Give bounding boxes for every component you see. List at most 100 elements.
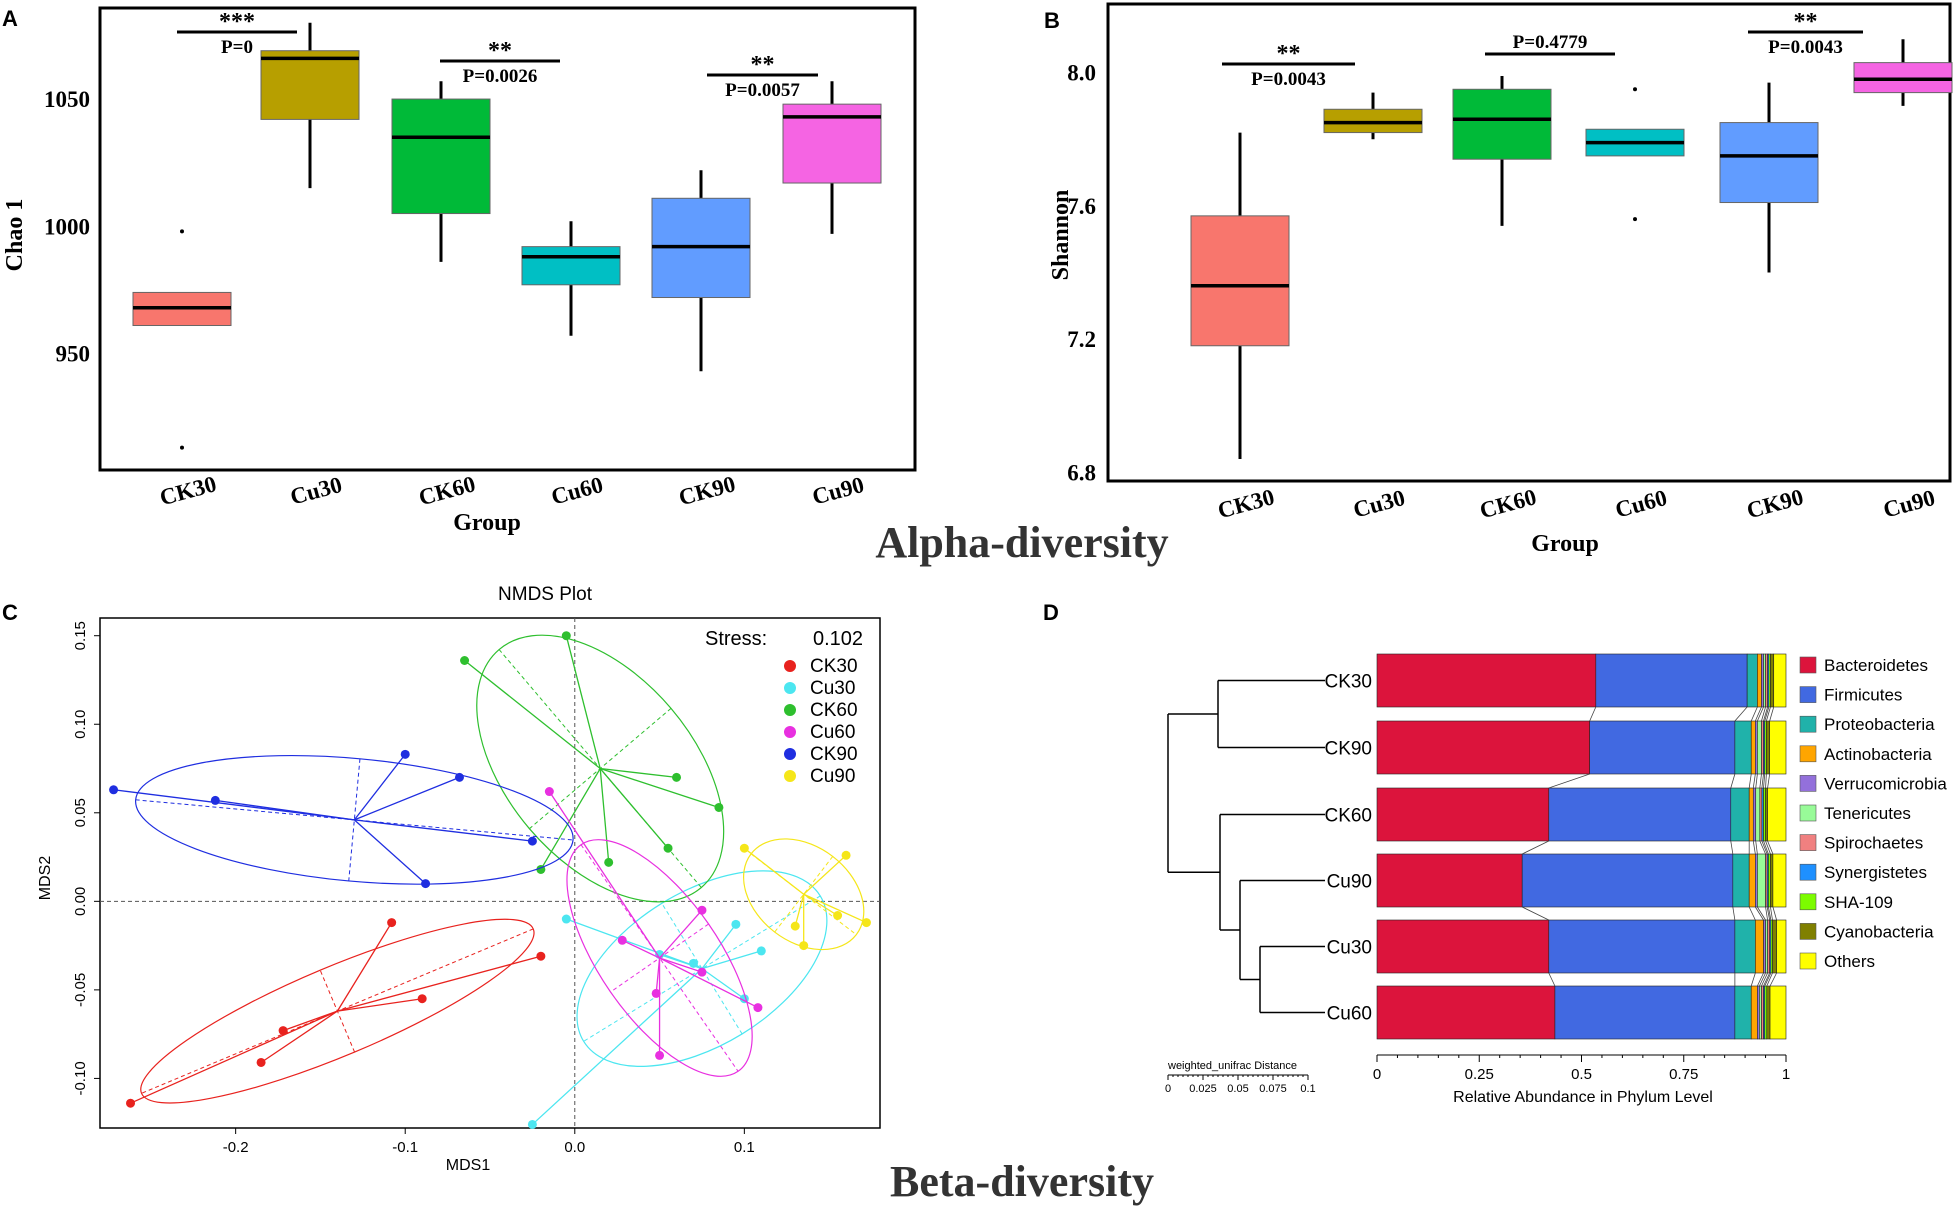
sample-point — [109, 785, 119, 795]
bar-segment — [1752, 787, 1757, 842]
sample-point — [841, 850, 851, 860]
bar-segment — [1761, 720, 1764, 775]
panel-c-frame — [99, 617, 881, 1129]
legend-marker — [784, 660, 796, 672]
box — [391, 98, 491, 215]
box — [1190, 215, 1290, 347]
centroid-spoke — [743, 847, 805, 895]
legend-label: Bacteroidetes — [1824, 656, 1928, 675]
bar-segment — [1776, 919, 1787, 974]
legend-label: Cu90 — [810, 766, 855, 787]
bar-segment — [1761, 653, 1764, 708]
centroid-spoke — [354, 776, 460, 821]
centroid-spoke — [353, 753, 406, 821]
legend-label: Verrucomicrobia — [1824, 774, 1947, 793]
bar-segment — [1521, 853, 1734, 908]
scale-bar-label: 0.025 — [1189, 1083, 1217, 1095]
segment-connector — [1763, 706, 1768, 722]
significance-stars: ** — [488, 38, 512, 64]
legend-marker — [784, 682, 796, 694]
panel-a-ylabel: Chao 1 — [2, 199, 28, 272]
centroid-spoke — [803, 893, 867, 924]
bar-segment — [1755, 919, 1764, 974]
sample-point — [833, 911, 843, 920]
panel-label-d: D — [1043, 600, 1059, 625]
bar-segment — [1773, 653, 1787, 708]
centroid-spoke — [600, 767, 720, 809]
sample-point — [731, 919, 741, 929]
row-label: CK60 — [1324, 806, 1372, 827]
panel-c-ylabel: MDS2 — [37, 856, 54, 901]
x-tick-label: CK90 — [676, 471, 738, 510]
bar-segment — [1732, 853, 1750, 908]
centroid-spoke — [353, 819, 426, 885]
y-tick-label: 0.15 — [72, 621, 89, 650]
bar-segment — [1761, 985, 1764, 1040]
bar-segment — [1768, 853, 1771, 908]
sample-point — [861, 918, 871, 928]
centroid-spoke — [282, 1010, 338, 1032]
centroid-spoke — [600, 767, 677, 779]
y-tick-label: 8.0 — [1067, 61, 1096, 86]
bar-segment — [1748, 853, 1756, 908]
sample-point — [672, 772, 682, 782]
y-tick-label: 0.10 — [72, 710, 89, 739]
segment-connector — [1757, 972, 1764, 987]
bar-segment — [1757, 985, 1760, 1040]
centroid-spoke — [659, 957, 759, 1009]
ellipse-major-axis — [583, 895, 821, 1042]
bar-segment — [1554, 985, 1736, 1040]
segment-connector — [1759, 840, 1766, 855]
legend-swatch — [1799, 863, 1817, 881]
segment-connector — [1752, 840, 1756, 855]
bar-segment — [1770, 653, 1775, 708]
panel-d-stacked-bar: D weighted_unifrac Distance Relative Abu… — [1043, 600, 1947, 1106]
legend-label: Actinobacteria — [1824, 745, 1932, 764]
sample-point — [604, 857, 614, 867]
legend-swatch — [1799, 893, 1817, 911]
panel-label-c: C — [2, 600, 18, 625]
scale-bar-label: 0.075 — [1259, 1083, 1287, 1095]
row-label: CK90 — [1324, 739, 1372, 760]
bar-segment — [1766, 720, 1770, 775]
centroid-spoke — [336, 922, 393, 1012]
scale-bar-label: 0 — [1165, 1083, 1171, 1095]
bar-segment — [1765, 919, 1768, 974]
centroid-spoke — [337, 955, 542, 1012]
legend-label: Cu30 — [810, 678, 855, 699]
sample-point — [714, 802, 724, 812]
segment-connector — [1750, 972, 1756, 987]
segment-connector — [1748, 906, 1756, 921]
outlier-point — [180, 445, 184, 450]
segment-connector — [1765, 773, 1767, 789]
sample-point — [126, 1098, 136, 1108]
bar-segment — [1548, 919, 1736, 974]
bar-segment — [1766, 985, 1771, 1040]
centroid-spoke — [260, 1010, 338, 1064]
legend-label: Others — [1824, 952, 1875, 971]
y-tick-label: 7.6 — [1067, 194, 1096, 219]
segment-connector — [1772, 906, 1777, 921]
x-tick-label: CK60 — [1477, 484, 1539, 523]
legend-label: Cyanobacteria — [1824, 922, 1934, 941]
sample-point — [460, 656, 470, 665]
segment-connector — [1761, 840, 1768, 855]
centroid-spoke — [464, 659, 601, 770]
centroid-spoke — [337, 998, 423, 1012]
row-label: CK30 — [1324, 672, 1372, 693]
centroid-spoke — [701, 968, 745, 1000]
legend-label: CK30 — [810, 656, 858, 677]
centroid-spoke — [130, 1010, 338, 1104]
legend-marker — [784, 748, 796, 760]
centroid-spoke — [540, 768, 601, 870]
y-tick-label: 950 — [56, 342, 91, 367]
legend-swatch — [1799, 952, 1817, 970]
sample-point — [655, 1050, 665, 1060]
panel-d-scale-label: weighted_unifrac Distance — [1167, 1060, 1297, 1072]
x-tick-label: Cu30 — [288, 472, 345, 510]
segment-connector — [1769, 972, 1777, 987]
legend-swatch — [1799, 745, 1817, 763]
x-tick-label: 0.25 — [1465, 1066, 1494, 1083]
bar-segment — [1734, 720, 1752, 775]
segment-connector — [1766, 972, 1773, 987]
